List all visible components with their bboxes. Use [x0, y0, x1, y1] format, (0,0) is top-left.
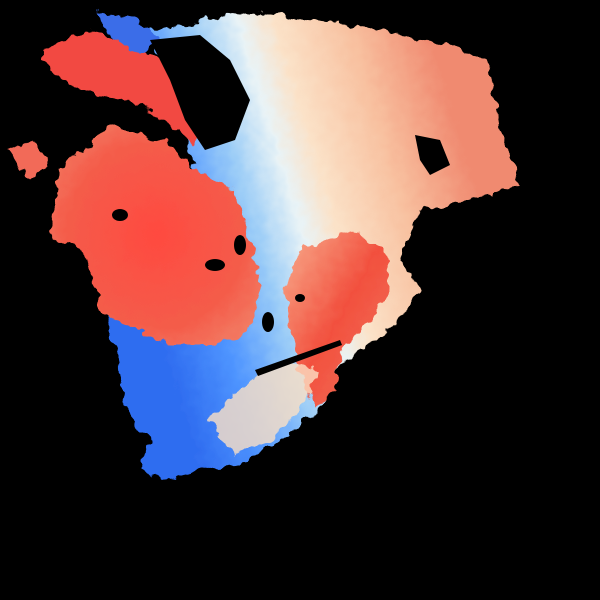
red-region-top: [40, 30, 215, 145]
blue-fragment: [95, 10, 160, 55]
red-region-center: [285, 230, 390, 410]
peach-band: [210, 360, 320, 455]
red-region-left: [50, 125, 262, 345]
red-fragment: [10, 140, 50, 180]
gaps: [0, 35, 600, 600]
